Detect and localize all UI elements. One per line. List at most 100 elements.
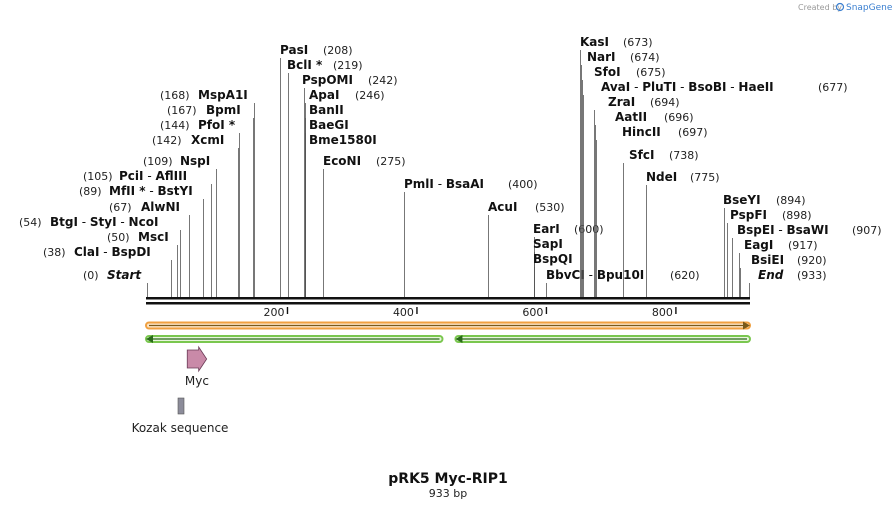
enzyme-name: BclI * bbox=[287, 58, 323, 72]
green-band-left[interactable] bbox=[145, 335, 444, 343]
site-position: (67) bbox=[109, 201, 132, 214]
site-label: BbvCI - Bpu10I bbox=[546, 268, 644, 282]
enzyme-name: AlwNI bbox=[141, 200, 180, 214]
site-separator: - bbox=[775, 223, 787, 237]
restriction-sites: (0) Start (38) ClaI - BspDI(50) MscI (54) BtgI… bbox=[19, 35, 882, 297]
site-sfoi[interactable]: (675) SfoI bbox=[582, 65, 666, 297]
feature-bands bbox=[145, 321, 751, 343]
site-position: (109) bbox=[143, 155, 173, 168]
snapgene-brand: SnapGene bbox=[846, 3, 893, 13]
site-sfci[interactable]: (738) SfcI bbox=[623, 148, 699, 297]
site-position: (50) bbox=[107, 231, 130, 244]
site-bpmi[interactable]: (167) BpmI bbox=[167, 103, 254, 297]
enzyme-name: BseYI bbox=[723, 193, 761, 207]
site-sapi[interactable]: SapI bbox=[533, 237, 563, 297]
site-bcli[interactable]: (219) BclI * bbox=[287, 58, 363, 297]
enzyme-name: MscI bbox=[138, 230, 169, 244]
site-bsiei[interactable]: (920) BsiEI bbox=[740, 253, 827, 297]
enzyme-name: Bme1580I bbox=[309, 133, 377, 147]
site-label: BpmI bbox=[206, 103, 241, 117]
site-position: (894) bbox=[776, 194, 806, 207]
site-avai-pluti-bsobi-haeii[interactable]: (677) AvaI - PluTI - BsoBI - HaeII bbox=[583, 80, 848, 297]
site-aatii[interactable]: (696) AatII bbox=[595, 110, 694, 297]
site-position: (530) bbox=[535, 201, 565, 214]
site-label: ClaI - BspDI bbox=[74, 245, 151, 259]
site-btgi-styi-ncoi[interactable]: (54) BtgI - StyI - NcoI bbox=[19, 215, 181, 297]
feature-label: Kozak sequence bbox=[132, 421, 229, 435]
orange-band[interactable] bbox=[145, 321, 751, 330]
site-position: (677) bbox=[818, 81, 848, 94]
snapgene-logo-icon bbox=[835, 2, 845, 12]
tick-600: 600 bbox=[522, 306, 548, 319]
site-position: (917) bbox=[788, 239, 818, 252]
site-bseyi[interactable]: (894) BseYI bbox=[723, 193, 806, 297]
enzyme-name: NspI bbox=[180, 154, 210, 168]
site-econi[interactable]: (275) EcoNI bbox=[323, 154, 406, 297]
site-hincii[interactable]: (697) HincII bbox=[596, 125, 708, 297]
tick-800: 800 bbox=[652, 306, 677, 319]
site-label: ZraI bbox=[608, 95, 635, 109]
site-separator: - bbox=[78, 215, 90, 229]
site-position: (400) bbox=[508, 178, 538, 191]
site-pmli-bsaai[interactable]: (400) PmlI - BsaAI bbox=[404, 177, 538, 297]
site-pasi[interactable]: (208) PasI bbox=[280, 43, 353, 297]
site-bspqi[interactable]: BspQI bbox=[533, 252, 573, 297]
site-position: (167) bbox=[167, 104, 197, 117]
feature-box-icon bbox=[177, 397, 185, 415]
site-mspa1i[interactable]: (168) MspA1I bbox=[160, 88, 255, 297]
site-alwni[interactable]: (67) AlwNI bbox=[109, 200, 190, 297]
site-bme1580i[interactable]: Bme1580I bbox=[305, 133, 377, 297]
enzyme-name: BsiEI bbox=[751, 253, 784, 267]
site-bbvci-bpu10i[interactable]: (620) BbvCI - Bpu10I bbox=[546, 268, 700, 297]
site-pcii-afliii[interactable]: (105) PciI - AflIII bbox=[83, 169, 212, 297]
site-mfii-bstyi[interactable]: (89) MfII * - BstYI bbox=[79, 184, 204, 297]
site-separator: - bbox=[146, 184, 158, 198]
site-label: HincII bbox=[622, 125, 661, 139]
site-separator: - bbox=[726, 80, 738, 94]
site-position: (242) bbox=[368, 74, 398, 87]
green-band-right[interactable] bbox=[454, 335, 751, 343]
site-label: AlwNI bbox=[141, 200, 180, 214]
enzyme-name: KasI bbox=[580, 35, 609, 49]
site-pspfi[interactable]: (898) PspFI bbox=[727, 208, 812, 297]
site-position: (675) bbox=[636, 66, 666, 79]
feature-myc[interactable]: Myc bbox=[185, 345, 209, 388]
enzyme-name: PspOMI bbox=[302, 73, 353, 87]
enzyme-name: BsaAI bbox=[446, 177, 484, 191]
enzyme-name: AvaI bbox=[601, 80, 630, 94]
site-ndei[interactable]: (775) NdeI bbox=[646, 170, 720, 297]
site-start[interactable]: (0) Start bbox=[83, 268, 148, 297]
site-kasi[interactable]: (673) KasI bbox=[580, 35, 653, 297]
site-nari[interactable]: (674) NarI bbox=[581, 50, 660, 297]
site-pfoi[interactable]: (144) PfoI * bbox=[160, 118, 240, 297]
site-end[interactable]: (933) End bbox=[749, 268, 827, 297]
site-separator: - bbox=[144, 169, 156, 183]
site-eagi[interactable]: (917) EagI bbox=[739, 238, 818, 297]
site-label: EarI bbox=[533, 222, 560, 236]
site-acui[interactable]: (530) AcuI bbox=[488, 200, 565, 297]
site-bspei-bsawi[interactable]: (907) BspEI - BsaWI bbox=[732, 223, 882, 297]
enzyme-name: BaeGI bbox=[309, 118, 349, 132]
site-separator: - bbox=[676, 80, 688, 94]
site-zrai[interactable]: (694) ZraI bbox=[594, 95, 680, 297]
site-nspi[interactable]: (109) NspI bbox=[143, 154, 217, 297]
enzyme-name: BspEI bbox=[737, 223, 775, 237]
enzyme-name: AatII bbox=[615, 110, 647, 124]
site-label: KasI bbox=[580, 35, 609, 49]
enzyme-name: PasI bbox=[280, 43, 308, 57]
site-xcmi[interactable]: (142) XcmI bbox=[152, 133, 239, 297]
site-label: Start bbox=[107, 268, 142, 282]
feature-kozak-sequence[interactable]: Kozak sequence bbox=[132, 397, 229, 435]
site-pspomi[interactable]: (242) PspOMI bbox=[302, 73, 398, 297]
site-position: (246) bbox=[355, 89, 385, 102]
site-label: ApaI bbox=[309, 88, 339, 102]
enzyme-name: AcuI bbox=[488, 200, 517, 214]
site-clai-bspdi[interactable]: (38) ClaI - BspDI bbox=[43, 245, 172, 297]
site-msci[interactable]: (50) MscI bbox=[107, 230, 178, 297]
site-separator: - bbox=[117, 215, 129, 229]
site-label: Bme1580I bbox=[309, 133, 377, 147]
site-position: (0) bbox=[83, 269, 99, 282]
site-position: (775) bbox=[690, 171, 720, 184]
ruler-ticks: 200 400 600 800 bbox=[263, 306, 677, 319]
site-position: (142) bbox=[152, 134, 182, 147]
